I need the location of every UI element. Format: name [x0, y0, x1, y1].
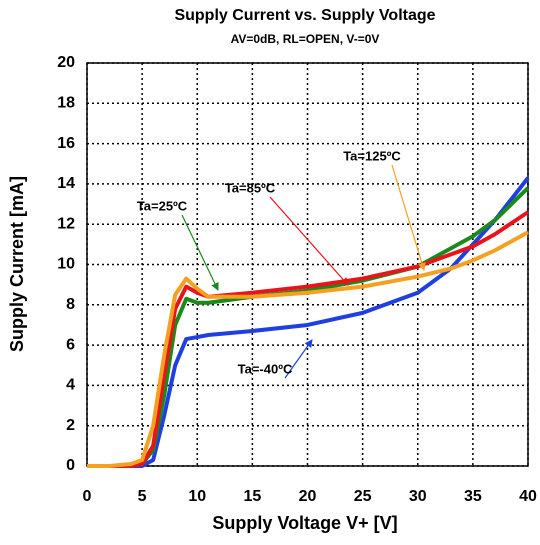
- y-tick-label: 2: [66, 417, 75, 434]
- y-tick-label: 6: [66, 336, 75, 353]
- y-tick-label: 8: [66, 296, 75, 313]
- x-tick-label: 5: [138, 488, 147, 505]
- annotation: Ta=125ºC: [343, 148, 401, 163]
- y-axis-label: Supply Current [mA]: [7, 176, 27, 352]
- annotation-arrow: [284, 339, 313, 379]
- x-tick-label: 40: [519, 488, 537, 505]
- y-tick-label: 18: [57, 95, 75, 112]
- x-tick-label: 10: [188, 488, 206, 505]
- annotation: Ta=-40ºC: [238, 361, 293, 376]
- y-tick-label: 20: [57, 54, 75, 71]
- annotation: Ta=85ºC: [225, 180, 276, 195]
- x-tick-label: 35: [464, 488, 482, 505]
- chart-title: Supply Current vs. Supply Voltage: [174, 7, 435, 24]
- y-tick-label: 14: [57, 175, 75, 192]
- y-tick-label: 12: [57, 215, 75, 232]
- annotation-arrow: [391, 164, 426, 271]
- x-tick-label: 20: [299, 488, 317, 505]
- annotation-arrow: [181, 214, 219, 291]
- annotation-arrow: [269, 196, 349, 286]
- plot-border: [86, 62, 529, 467]
- x-tick-label: 25: [354, 488, 372, 505]
- x-tick-label: 0: [83, 488, 92, 505]
- y-tick-label: 4: [66, 377, 75, 394]
- y-tick-label: 16: [57, 135, 75, 152]
- series-line: [87, 230, 529, 468]
- y-tick-label: 0: [66, 457, 75, 474]
- x-tick-label: 15: [243, 488, 261, 505]
- chart-subtitle: AV=0dB, RL=OPEN, V-=0V: [231, 32, 380, 46]
- annotation: Ta=25ºC: [137, 198, 188, 213]
- x-tick-label: 30: [409, 488, 427, 505]
- y-tick-label: 10: [57, 256, 75, 273]
- x-axis-label: Supply Voltage V+ [V]: [212, 513, 397, 533]
